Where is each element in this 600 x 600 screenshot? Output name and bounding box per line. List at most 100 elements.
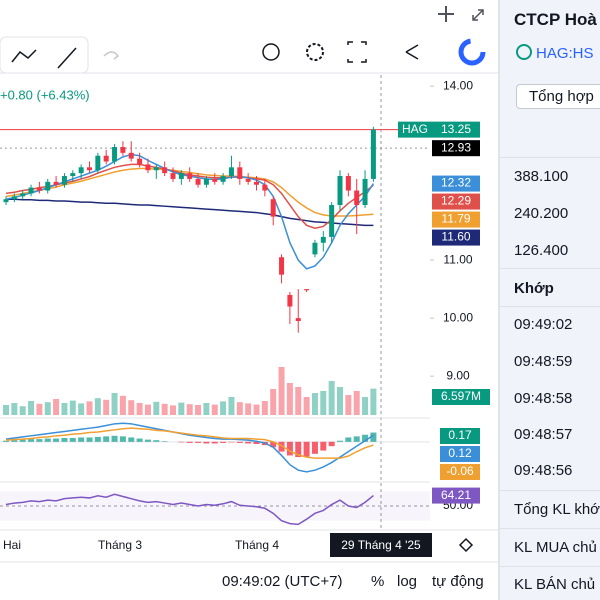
log-toggle[interactable]: log	[397, 573, 417, 590]
candle-body	[3, 199, 9, 203]
candle-body	[45, 181, 51, 191]
row-sep	[500, 306, 600, 307]
symbol[interactable]: HAG:HS	[536, 45, 594, 62]
signal-line	[5, 427, 374, 459]
macd-line	[5, 422, 374, 473]
candle-body	[320, 236, 326, 243]
macd-bar	[111, 435, 118, 442]
add-icon[interactable]	[438, 6, 454, 22]
macd-bar	[36, 439, 43, 442]
y-tick-label: 11.00	[443, 252, 472, 266]
volume-bar	[153, 401, 160, 415]
redo-icon[interactable]	[103, 51, 120, 60]
price-row: 388.100	[514, 168, 569, 185]
volume-bar	[53, 399, 60, 415]
rsi-tag: 64.21	[441, 488, 471, 502]
status-dot	[516, 44, 532, 60]
macd-tag: 0.17	[448, 428, 472, 442]
candle-body	[329, 205, 335, 237]
trade-time: 09:49:02	[514, 316, 573, 333]
macd-bar	[28, 439, 35, 442]
trade-time: 09:48:57	[514, 426, 573, 443]
auto-toggle[interactable]: tự động	[432, 573, 484, 590]
y-tick-label: 14.00	[443, 78, 473, 92]
macd-bar	[44, 438, 51, 442]
share-icon[interactable]	[405, 44, 419, 60]
candle-body	[203, 178, 209, 185]
rsi-line	[5, 493, 374, 526]
volume-bar	[195, 405, 202, 415]
percent-toggle[interactable]: %	[371, 573, 384, 590]
volume-bar	[36, 403, 43, 415]
price-tag: 12.93	[441, 140, 471, 154]
candle-body	[270, 199, 276, 217]
volume-bar	[295, 387, 302, 415]
drawing-toolbar[interactable]	[0, 36, 89, 74]
volume-bar	[19, 406, 26, 415]
settings-icon[interactable]	[306, 43, 324, 61]
candle-body	[162, 167, 168, 174]
trade-time: 09:48:58	[514, 390, 573, 407]
volume-bar	[211, 404, 218, 415]
rsi-band	[0, 491, 430, 521]
volume-bar	[170, 405, 176, 415]
chart: +0.80 (+6.43%) 29 Tháng 4 '25 09:49:02 (…	[0, 6, 498, 590]
macd-bar	[303, 441, 310, 457]
candle-body	[61, 176, 67, 185]
candle-body	[195, 178, 201, 185]
candle-body	[245, 178, 251, 182]
axis-settings[interactable]	[458, 537, 474, 553]
tag-name-bg	[398, 121, 432, 138]
volume-bar	[136, 403, 143, 415]
rsi-tag-bg	[432, 487, 480, 504]
volume-bar	[270, 389, 277, 415]
volume-bar	[44, 402, 51, 415]
candle-body	[145, 164, 151, 171]
volume-bar	[28, 401, 35, 415]
macd-bar	[286, 441, 293, 456]
volume-tag: 6.597M	[441, 389, 481, 403]
ma-line	[6, 198, 374, 227]
trend-icon[interactable]	[11, 49, 37, 63]
alert-icon[interactable]	[262, 43, 280, 61]
candle-body	[128, 152, 134, 159]
volume-bar	[328, 381, 335, 415]
candle-body	[36, 187, 42, 191]
volume-bar	[161, 403, 168, 415]
candle-body	[120, 147, 126, 153]
summary-button[interactable]: Tổng hợp	[516, 84, 600, 109]
volume-bar	[370, 388, 377, 415]
candle-body	[137, 158, 143, 165]
logo[interactable]	[458, 38, 486, 66]
candle-body	[370, 129, 376, 179]
fullscreen-icon[interactable]	[347, 41, 367, 63]
macd-bar	[186, 441, 193, 443]
price-row: 240.200	[514, 205, 569, 222]
macd-bar	[203, 441, 210, 444]
candle-body	[87, 167, 92, 171]
candle-body	[295, 318, 301, 322]
trade-time: 09:48:59	[514, 353, 573, 370]
macd-bar	[236, 441, 243, 443]
macd-bar	[153, 440, 160, 442]
volume-bar	[303, 397, 310, 415]
macd-bar	[144, 439, 151, 442]
candle-body	[178, 173, 184, 179]
macd-bar	[11, 440, 18, 442]
line-tool-icon[interactable]	[57, 47, 77, 69]
volume-bar	[286, 383, 293, 415]
macd-bar	[61, 438, 68, 442]
macd-tag: 0.12	[448, 446, 472, 460]
candle-body	[228, 167, 234, 177]
volume-bar	[144, 404, 151, 415]
candle-body	[70, 173, 76, 177]
volume-bar	[186, 404, 193, 415]
volume-bar	[311, 393, 318, 415]
row-sep	[500, 268, 600, 269]
macd-bar	[69, 438, 76, 442]
expand-icon[interactable]	[472, 9, 484, 21]
macd-tag-bg	[440, 464, 480, 480]
price-tag-bg	[432, 193, 480, 210]
crosshair-date: 29 Tháng 4 '25	[341, 538, 421, 552]
row-sep	[500, 528, 600, 529]
